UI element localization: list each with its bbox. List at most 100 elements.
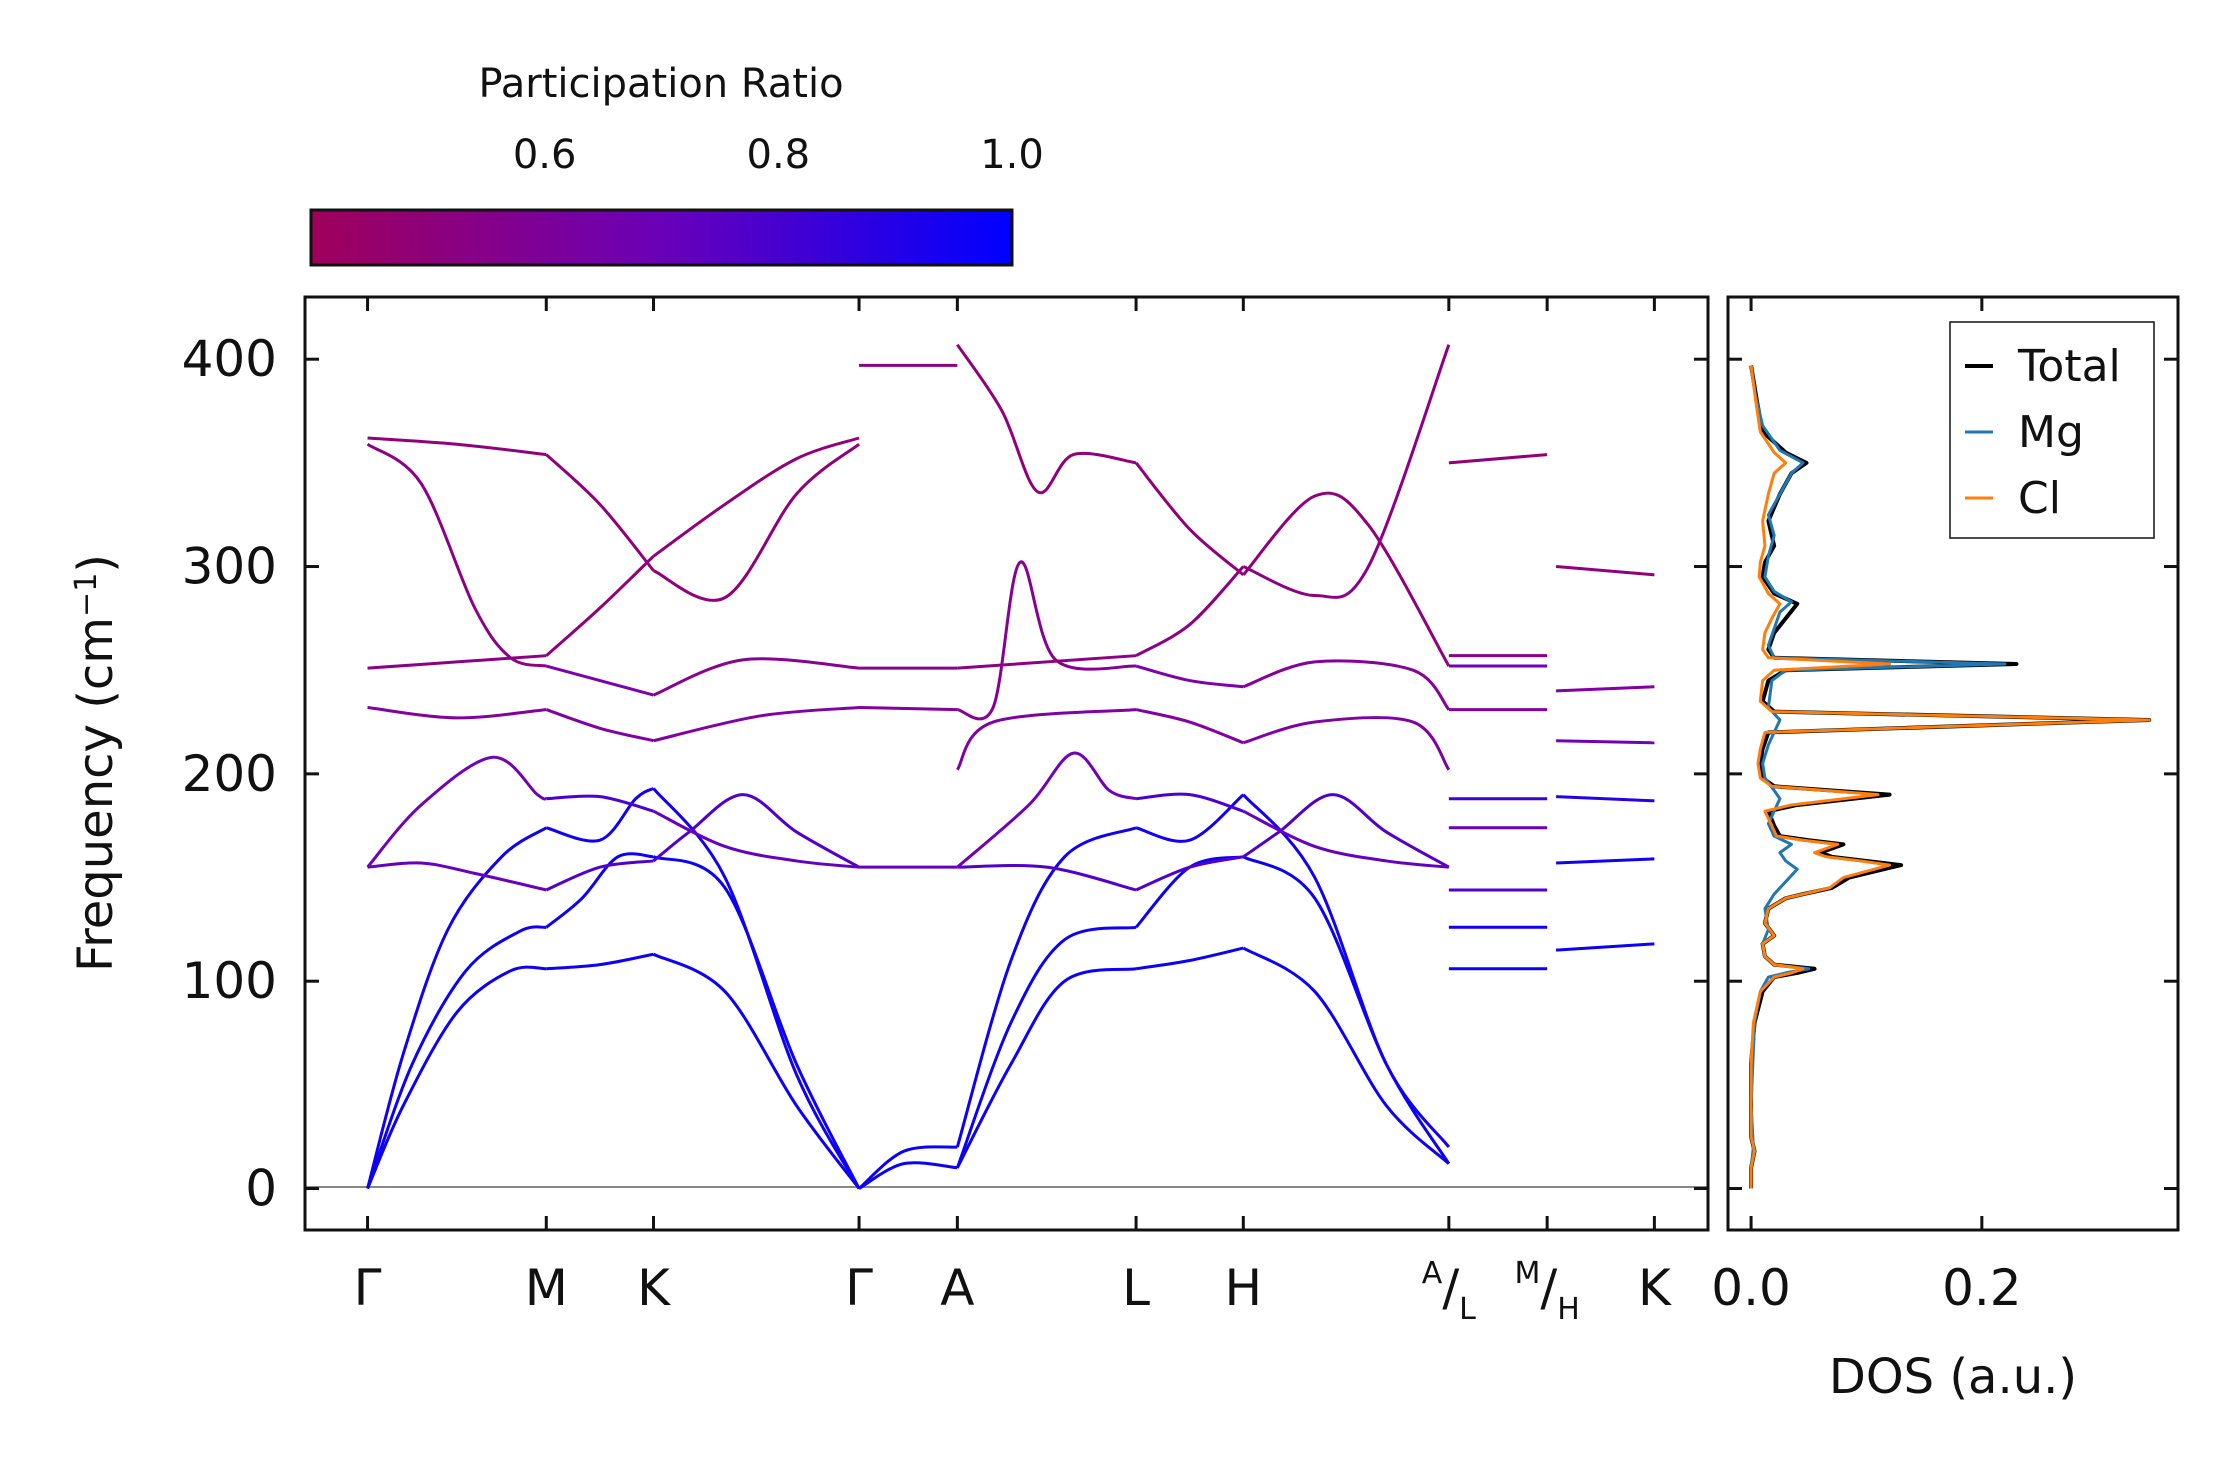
- phonon-bands: [366, 343, 1655, 1190]
- phonon-band: [859, 706, 958, 712]
- phonon-band: [652, 952, 861, 1190]
- phonon-band: [1242, 491, 1451, 667]
- phonon-band: [366, 965, 547, 1190]
- phonon-band: [956, 751, 1137, 869]
- colorbar-ticks: 0.6 0.8 1.0: [513, 132, 1044, 265]
- phonon-band: [1556, 739, 1655, 745]
- phonon-band: [1135, 708, 1244, 745]
- k-point-label: M/H: [1514, 1256, 1579, 1327]
- k-point-label: K: [637, 1259, 671, 1317]
- phonon-band: [955, 826, 1137, 1148]
- phonon-band: [1242, 716, 1451, 771]
- colorbar-tick-label: 1.0: [980, 132, 1044, 178]
- phonon-band: [652, 855, 861, 1190]
- phonon-band: [1242, 659, 1451, 711]
- colorbar-tick-label: 0.6: [513, 132, 577, 178]
- phonon-band: [957, 863, 1137, 892]
- phonon-band: [1242, 855, 1451, 1165]
- dos-axis-title: DOS (a.u.): [1829, 1349, 2077, 1405]
- phonon-band: [1556, 857, 1655, 865]
- dos-frame: [1726, 295, 2180, 1232]
- dos-curve-cl: [1749, 365, 2151, 1189]
- phonon-band: [367, 654, 547, 670]
- phonon-band: [1135, 664, 1244, 689]
- phonon-band: [366, 442, 547, 668]
- phonon-band: [1242, 793, 1451, 1148]
- colorbar-title: Participation Ratio: [478, 61, 843, 107]
- colorbar-tick-label: 0.8: [747, 132, 811, 178]
- phonon-band: [653, 706, 860, 743]
- phonon-band: [366, 925, 547, 1190]
- dos-curves: [1749, 365, 2152, 1189]
- phonon-band: [1555, 942, 1655, 952]
- phonon-band: [955, 925, 1137, 1169]
- y-tick-label: 200: [182, 745, 277, 803]
- colorbar: [309, 208, 1014, 267]
- dos-x-tick-label: 0.0: [1711, 1259, 1791, 1317]
- dos-axis-ticks: 0.0 0.2: [1711, 297, 2178, 1317]
- band-structure-frame: [303, 295, 1710, 1232]
- k-point-label: L: [1122, 1259, 1150, 1317]
- phonon-band: [1555, 565, 1655, 577]
- phonon-band: [956, 343, 1137, 495]
- legend-label: Mg: [2018, 407, 2084, 458]
- phonon-band: [545, 708, 654, 743]
- phonon-band: [1135, 565, 1245, 657]
- phonon-band: [367, 436, 547, 457]
- phonon-band: [546, 794, 654, 813]
- phonon-band: [652, 793, 860, 869]
- y-tick-label: 400: [182, 330, 277, 388]
- phonon-band: [1556, 685, 1655, 693]
- k-point-label: A: [940, 1259, 974, 1317]
- dos-x-tick-label: 0.2: [1942, 1259, 2022, 1317]
- phonon-band: [545, 859, 654, 892]
- phonon-band: [1242, 793, 1450, 869]
- phonon-band: [545, 787, 655, 843]
- phonon-band: [366, 755, 547, 869]
- k-path-ticks: Γ M K Γ A L H A/L M/H K: [354, 297, 1672, 1327]
- y-tick-label: 300: [182, 538, 277, 596]
- y-tick-label: 100: [182, 952, 277, 1010]
- k-point-label: Γ: [845, 1259, 873, 1317]
- phonon-band: [545, 453, 655, 572]
- phonon-band: [367, 706, 547, 720]
- frequency-axis-ticks: 0 100 200 300 400: [182, 330, 1708, 1218]
- k-point-label: H: [1225, 1259, 1263, 1317]
- phonon-band: [1242, 946, 1450, 1165]
- y-tick-label: 0: [245, 1160, 277, 1218]
- phonon-band: [1135, 792, 1244, 813]
- legend-label: Cl: [2018, 473, 2061, 524]
- phonon-band: [652, 436, 860, 558]
- phonon-band: [957, 654, 1137, 670]
- phonon-band: [545, 852, 654, 929]
- phonon-band: [366, 826, 548, 1189]
- phonon-band: [1134, 461, 1245, 576]
- phonon-band: [652, 443, 860, 602]
- k-point-label: M: [525, 1259, 568, 1317]
- k-point-label: Γ: [354, 1259, 382, 1317]
- legend-label: Total: [2017, 341, 2121, 392]
- phonon-band: [956, 967, 1137, 1169]
- phonon-band: [545, 664, 654, 697]
- phonon-band: [652, 809, 860, 869]
- phonon-band: [1242, 809, 1449, 869]
- legend-frame: [1949, 321, 2155, 539]
- dos-legend: Total Mg Cl: [1949, 321, 2155, 539]
- k-point-label: K: [1638, 1259, 1672, 1317]
- phonon-band: [858, 1145, 958, 1190]
- phonon-band: [1135, 855, 1244, 892]
- phonon-band: [956, 560, 1137, 721]
- phonon-band: [956, 708, 1137, 771]
- phonon-band: [1242, 344, 1451, 599]
- phonon-band: [1556, 795, 1655, 803]
- phonon-band: [546, 952, 654, 971]
- k-point-label: A/L: [1422, 1256, 1476, 1327]
- frequency-axis-title: Frequency (cm−1): [68, 554, 124, 972]
- phonon-band: [1135, 946, 1244, 971]
- phonon-band: [545, 555, 655, 657]
- phonon-band: [652, 657, 860, 697]
- phonon-band: [1448, 453, 1548, 465]
- phonon-band: [858, 1161, 958, 1190]
- phonon-band: [367, 861, 547, 892]
